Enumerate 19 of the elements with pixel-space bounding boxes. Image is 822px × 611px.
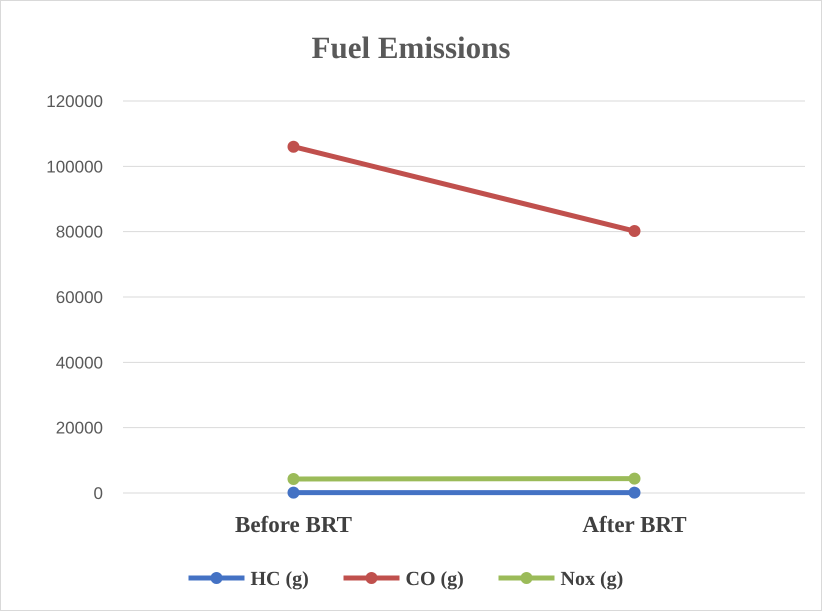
point <box>628 486 640 499</box>
point <box>628 225 640 238</box>
point <box>288 140 300 153</box>
x-tick-label: After BRT <box>582 512 687 537</box>
point <box>288 472 300 485</box>
y-tick-label: 80000 <box>56 222 103 242</box>
y-tick-label: 60000 <box>56 288 103 307</box>
y-tick-label: 0 <box>94 484 103 503</box>
y-tick-label: 120000 <box>46 92 103 111</box>
y-tick-label: 100000 <box>46 157 103 176</box>
legend-label: CO (g) <box>406 568 464 590</box>
legend-label: Nox (g) <box>560 568 624 590</box>
point <box>288 486 300 499</box>
y-tick-label: 20000 <box>56 418 103 438</box>
chart-title: Fuel Emissions <box>312 30 510 65</box>
y-tick-label: 40000 <box>56 353 103 372</box>
x-tick-label: Before BRT <box>235 512 352 537</box>
legend-label: HC (g) <box>250 568 309 590</box>
point <box>628 472 640 485</box>
